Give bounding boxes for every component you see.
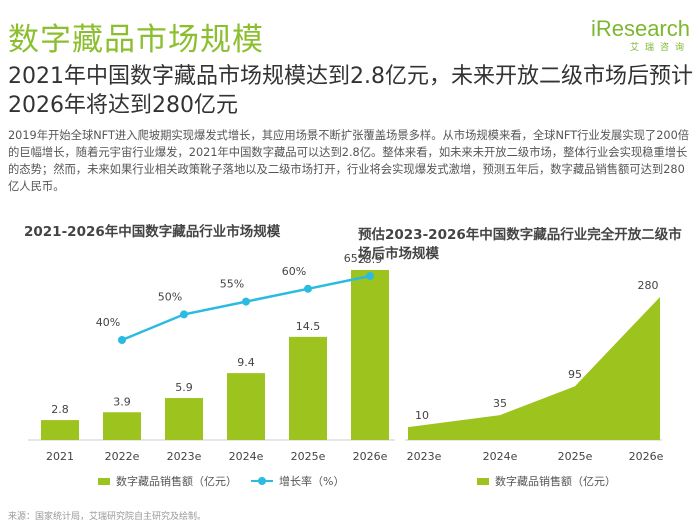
growth-rate-point bbox=[304, 284, 312, 293]
bar-2024e bbox=[227, 373, 265, 440]
bar-2021 bbox=[41, 420, 79, 440]
growth-rate-line bbox=[121, 274, 371, 342]
legend-left-bar: 数字藏品销售额（亿元） bbox=[98, 473, 237, 489]
page-title: 数字藏品市场规模 bbox=[8, 22, 264, 58]
brand-logo: iResearch 艾瑞咨询 bbox=[591, 16, 690, 53]
bar-2025e bbox=[289, 336, 327, 440]
legend-area-label: 数字藏品销售额（亿元） bbox=[495, 475, 616, 488]
area-value-label: 280 bbox=[638, 279, 659, 292]
growth-rate-label: 60% bbox=[282, 265, 306, 278]
area-series bbox=[408, 297, 660, 440]
growth-rate-point bbox=[366, 272, 374, 280]
legend-bar-swatch bbox=[98, 477, 110, 485]
x-tick-label: 2026e bbox=[353, 450, 388, 463]
bar-value-label: 14.5 bbox=[296, 320, 321, 333]
legend-area-swatch bbox=[477, 477, 489, 485]
bar-2022e bbox=[103, 412, 141, 440]
x-tick-label: 2024e bbox=[229, 450, 264, 463]
x-tick-label: 2023e bbox=[167, 450, 202, 463]
source-note: 来源：国家统计局，艾瑞研究院自主研究及绘制。 bbox=[8, 512, 207, 522]
brand-logo-text: iResearch bbox=[590, 16, 690, 41]
headline: 2021年中国数字藏品市场规模达到2.8亿元，未来开放二级市场后预计2026年将… bbox=[8, 64, 693, 118]
bar-2026e bbox=[351, 270, 389, 440]
bar-value-label: 3.9 bbox=[113, 395, 131, 408]
bar-2023e bbox=[165, 398, 203, 440]
bar-value-label: 5.9 bbox=[175, 381, 193, 394]
x-tick-label: 2023e bbox=[407, 450, 442, 463]
bar-value-label: 23.9 bbox=[358, 253, 383, 266]
brand-logo-subtext: 艾瑞咨询 bbox=[629, 43, 690, 53]
x-tick-label: 2025e bbox=[291, 450, 326, 463]
description: 2019年开始全球NFT进入爬坡期实现爆发式增长，其应用场景不断扩张覆盖场景多样… bbox=[8, 129, 690, 193]
growth-rate-label: 55% bbox=[220, 278, 244, 291]
legend-line-label: 增长率（%） bbox=[279, 475, 345, 488]
legend-left-line: 增长率（%） bbox=[251, 473, 344, 489]
x-tick-label: 2022e bbox=[105, 450, 140, 463]
bar-value-label: 2.8 bbox=[51, 403, 69, 416]
bar-value-label: 9.4 bbox=[237, 356, 255, 369]
growth-rate-label: 40% bbox=[96, 316, 120, 329]
growth-rate-point bbox=[242, 297, 250, 306]
legend-line-swatch bbox=[251, 477, 273, 485]
x-tick-label: 2024e bbox=[483, 450, 518, 463]
area-value-label: 35 bbox=[493, 397, 507, 410]
growth-rate-label: 50% bbox=[158, 290, 182, 303]
growth-rate-point bbox=[118, 336, 126, 344]
area-value-label: 95 bbox=[568, 368, 582, 381]
legend-right-area: 数字藏品销售额（亿元） bbox=[477, 473, 616, 489]
x-tick-label: 2025e bbox=[558, 450, 593, 463]
chart-title-right: 预估2023-2026年中国数字藏品行业完全开放二级市场后市场规模 bbox=[358, 227, 682, 262]
legend-bar-label: 数字藏品销售额（亿元） bbox=[116, 475, 237, 488]
x-tick-label: 2021 bbox=[46, 450, 74, 463]
growth-rate-label: 65% bbox=[344, 252, 368, 265]
chart-title-left: 2021-2026年中国数字藏品行业市场规模 bbox=[24, 224, 281, 240]
x-tick-label: 2026e bbox=[629, 450, 664, 463]
growth-rate-point bbox=[180, 310, 188, 319]
area-value-label: 10 bbox=[415, 409, 429, 422]
